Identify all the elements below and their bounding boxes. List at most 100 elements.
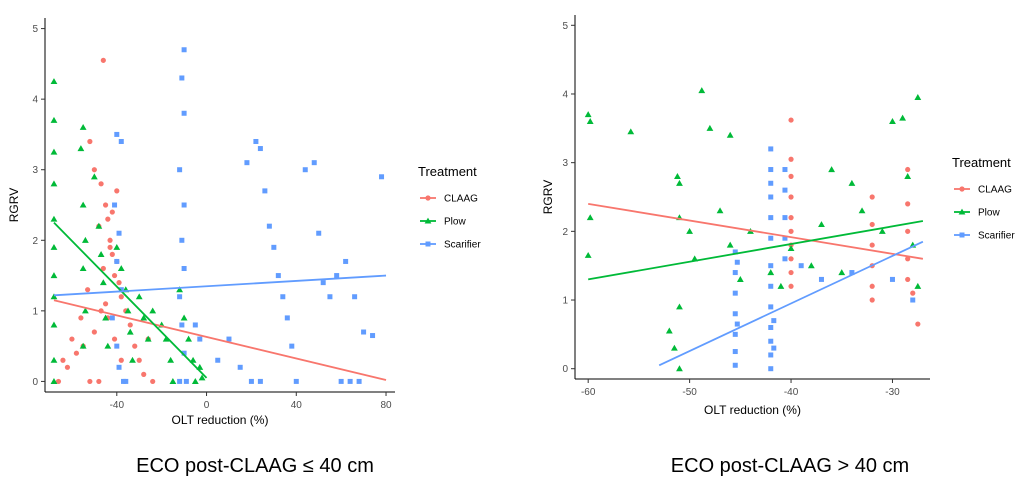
data-point-claag: [73, 350, 80, 356]
data-point-plow: [777, 282, 785, 289]
data-point-claag: [869, 242, 875, 248]
data-point-scarifier: [289, 343, 295, 349]
y-tick-label: 2: [562, 227, 568, 238]
legend-item-plow: Plow: [978, 208, 1000, 219]
data-point-claag: [150, 378, 156, 385]
data-point-claag: [109, 209, 115, 215]
data-point-scarifier: [798, 263, 804, 269]
data-point-scarifier: [181, 350, 187, 356]
data-point-plow: [77, 145, 85, 152]
data-point-scarifier: [768, 180, 774, 186]
data-point-plow: [818, 221, 825, 228]
data-point-plow: [135, 293, 143, 300]
data-point-scarifier: [179, 322, 185, 328]
data-point-scarifier: [226, 336, 232, 342]
data-point-plow: [914, 282, 922, 289]
series-scarifier: [732, 146, 916, 372]
data-point-plow: [50, 148, 58, 155]
data-point-plow: [767, 269, 775, 276]
series-claag: [788, 117, 921, 327]
data-point-scarifier: [768, 338, 774, 344]
data-point-plow: [104, 342, 112, 349]
data-point-claag: [85, 287, 91, 293]
data-point-scarifier: [732, 349, 738, 355]
data-point-scarifier: [370, 333, 376, 339]
data-point-scarifier: [771, 345, 777, 351]
trend-line-scarifier: [53, 274, 387, 297]
data-point-plow: [726, 241, 734, 248]
data-point-plow: [113, 243, 121, 250]
data-point-claag: [905, 201, 911, 207]
data-point-plow: [50, 321, 58, 328]
data-point-plow: [167, 356, 175, 363]
data-point-scarifier: [253, 138, 259, 144]
data-point-claag: [905, 166, 911, 173]
y-axis-title: RGRV: [541, 180, 555, 214]
data-point-scarifier: [197, 336, 203, 342]
data-point-scarifier: [327, 294, 333, 300]
data-point-plow: [671, 344, 678, 351]
data-point-plow: [117, 265, 125, 272]
data-point-scarifier: [768, 215, 774, 221]
data-point-plow: [736, 276, 744, 282]
data-point-plow: [169, 378, 177, 384]
y-tick-label: 5: [32, 24, 38, 35]
data-point-scarifier: [768, 167, 774, 173]
data-point-scarifier: [177, 378, 183, 384]
data-point-plow: [716, 207, 724, 214]
data-point-scarifier: [334, 273, 340, 279]
legend-key-marker: [424, 217, 432, 224]
data-point-plow: [676, 303, 683, 310]
data-point-claag: [102, 202, 109, 208]
legend-title: Treatment: [418, 164, 477, 179]
data-point-scarifier: [179, 75, 185, 81]
chart-caption: ECO post-CLAAG > 40 cm: [671, 455, 909, 477]
data-point-claag: [87, 138, 93, 145]
data-point-plow: [81, 236, 89, 243]
data-point-scarifier: [284, 315, 290, 321]
data-point-scarifier: [257, 378, 263, 384]
data-point-claag: [915, 321, 921, 327]
x-tick-label: 80: [380, 400, 392, 411]
data-point-scarifier: [768, 283, 774, 289]
data-point-scarifier: [183, 378, 189, 384]
data-point-plow: [79, 201, 87, 208]
x-tick-label: -40: [784, 387, 799, 398]
legend-item-plow: Plow: [444, 217, 466, 228]
data-point-plow: [50, 378, 58, 384]
data-point-claag: [788, 173, 794, 179]
data-point-plow: [726, 131, 734, 138]
x-tick-label: -40: [110, 400, 125, 411]
data-point-scarifier: [181, 110, 187, 116]
data-point-scarifier: [356, 378, 362, 384]
data-point-plow: [698, 87, 706, 94]
y-tick-label: 0: [32, 377, 38, 388]
data-point-claag: [905, 256, 911, 262]
data-point-claag: [102, 301, 109, 307]
data-point-claag: [905, 228, 911, 234]
data-point-claag: [118, 294, 124, 300]
trend-line-claag: [588, 202, 924, 260]
data-point-scarifier: [343, 258, 349, 264]
data-point-scarifier: [123, 378, 129, 384]
data-point-claag: [132, 343, 138, 349]
data-point-scarifier: [782, 187, 788, 193]
trend-line-claag: [53, 299, 387, 381]
data-point-plow: [185, 335, 192, 342]
data-point-scarifier: [116, 230, 122, 236]
data-point-scarifier: [248, 378, 254, 384]
data-point-scarifier: [114, 258, 120, 264]
data-point-scarifier: [734, 259, 740, 265]
data-point-claag: [55, 378, 62, 385]
data-point-claag: [116, 280, 122, 286]
data-point-scarifier: [768, 194, 774, 200]
data-point-claag: [127, 322, 133, 328]
data-point-scarifier: [768, 146, 774, 152]
data-point-plow: [899, 114, 907, 121]
data-point-plow: [79, 342, 87, 349]
data-point-scarifier: [280, 294, 286, 300]
y-tick-label: 2: [32, 236, 38, 247]
legend-key-marker: [959, 232, 965, 238]
legend-key-marker: [425, 241, 431, 247]
